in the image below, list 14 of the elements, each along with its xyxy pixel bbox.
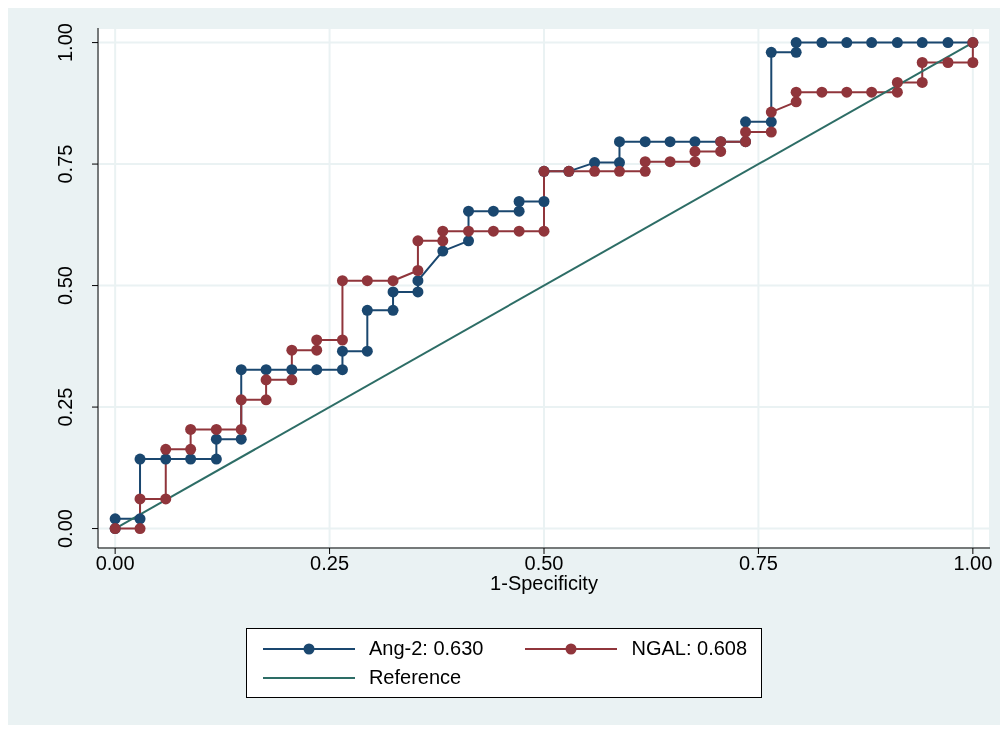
x-axis-title: 1-Specificity — [490, 572, 598, 594]
legend-label: Ang-2: 0.630 — [368, 637, 484, 660]
x-tick-label: 0.00 — [95, 552, 135, 575]
x-tick-label: 0.50 — [524, 552, 564, 575]
x-tick-label: 0.75 — [738, 552, 778, 575]
x-tick-label: 1.00 — [953, 552, 993, 575]
legend-label: Reference — [368, 666, 462, 689]
y-tick-label: 0.75 — [54, 144, 76, 184]
y-tick-label: 0.25 — [54, 387, 76, 427]
y-tick-label: 1.00 — [54, 23, 76, 63]
x-tick-label: 0.25 — [310, 552, 350, 575]
y-tick-label: 0.50 — [54, 266, 76, 306]
legend-label: NGAL: 0.608 — [631, 637, 748, 660]
y-tick-label: 0.00 — [54, 509, 76, 549]
